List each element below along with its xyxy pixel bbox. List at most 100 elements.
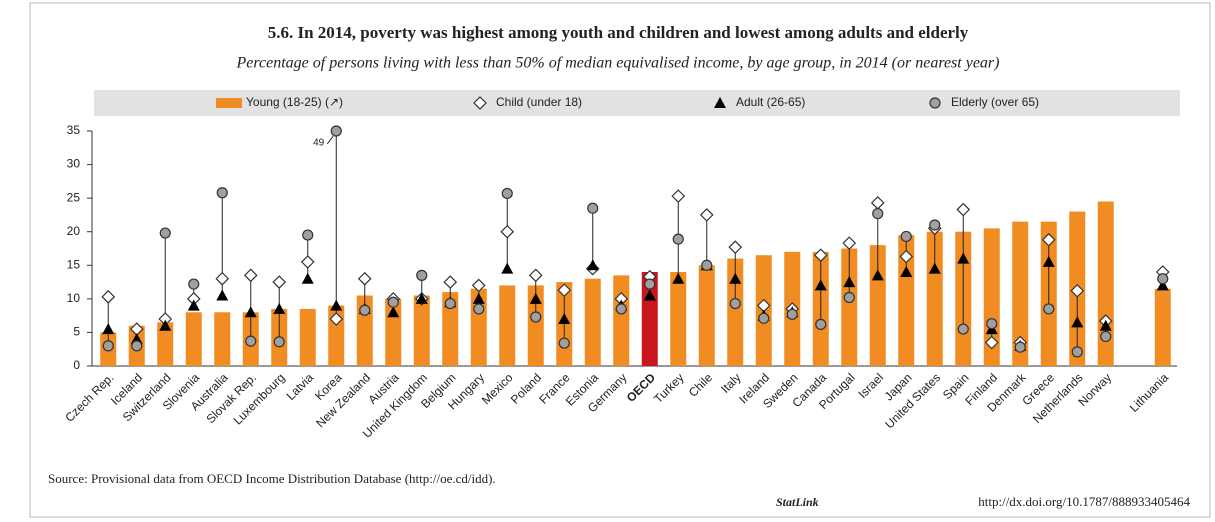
elderly-marker — [644, 278, 656, 290]
elderly-marker — [302, 229, 314, 241]
legend-item: Adult (26-65) — [714, 95, 805, 109]
legend-item: Child (under 18) — [473, 95, 582, 110]
bar — [670, 272, 687, 366]
child-marker — [984, 335, 999, 350]
adult-marker — [187, 299, 200, 311]
adult-marker — [415, 292, 428, 304]
adult-marker — [529, 292, 542, 304]
elderly-marker — [957, 323, 969, 335]
adult-marker — [957, 252, 970, 264]
child-marker — [699, 208, 714, 222]
elderly-marker — [387, 296, 399, 308]
adult-marker — [387, 306, 400, 318]
x-tick-label: Latvia — [284, 370, 317, 403]
frame — [29, 2, 1211, 518]
adult-marker — [1099, 319, 1112, 331]
bar — [641, 272, 658, 366]
adult-marker — [301, 272, 314, 284]
elderly-marker — [986, 318, 998, 330]
y-tick-label: 30 — [67, 157, 81, 171]
bar — [613, 275, 630, 366]
elderly-marker — [872, 207, 884, 220]
child-marker — [1070, 283, 1085, 298]
bar — [1097, 201, 1114, 366]
adult-marker — [1042, 255, 1055, 267]
legend-label: Adult (26-65) — [736, 95, 805, 109]
bar — [527, 285, 544, 366]
bar — [1154, 288, 1171, 366]
elderly-marker — [1157, 273, 1169, 285]
adult-marker — [814, 279, 827, 291]
adult-marker — [501, 262, 514, 274]
legend-swatch — [714, 97, 726, 108]
adult-marker — [273, 302, 286, 314]
child-marker — [272, 275, 287, 289]
bar — [841, 248, 858, 366]
bar — [926, 231, 943, 366]
elderly-marker — [815, 318, 827, 330]
adult-marker — [558, 313, 571, 324]
elderly-marker — [273, 336, 285, 348]
bar — [157, 322, 174, 366]
elderly-marker — [587, 202, 599, 214]
x-tick-label: Israel — [855, 370, 886, 401]
elderly-marker — [1071, 346, 1083, 358]
x-tick-label: Mexico — [479, 370, 516, 407]
elderly-marker — [102, 340, 114, 352]
bar — [299, 308, 316, 366]
elderly-marker — [444, 297, 456, 310]
elderly-marker — [416, 269, 428, 281]
child-marker — [300, 255, 315, 269]
child-marker — [500, 224, 515, 239]
elderly-marker — [216, 187, 228, 199]
adult-marker — [900, 266, 913, 277]
elderly-marker — [786, 308, 798, 320]
elderly-marker — [672, 233, 684, 245]
child-marker — [728, 240, 743, 255]
elderly-marker — [1100, 330, 1112, 343]
y-tick-label: 10 — [67, 291, 81, 305]
x-tick-label: Poland — [508, 370, 544, 406]
child-marker — [528, 268, 543, 283]
bar — [898, 235, 915, 366]
elderly-marker — [330, 125, 342, 137]
legend-label: Child (under 18) — [496, 95, 582, 109]
bar — [727, 258, 744, 366]
adult-marker — [843, 276, 856, 288]
adult-marker — [102, 323, 115, 335]
legend-label: Elderly (over 65) — [951, 95, 1039, 109]
elderly-marker — [188, 278, 200, 290]
bar — [185, 312, 202, 366]
elderly-marker — [729, 297, 741, 310]
bar — [698, 265, 715, 366]
legend-swatch — [473, 96, 487, 110]
child-marker — [671, 189, 686, 203]
elderly-marker — [701, 259, 713, 271]
x-tick-label: Turkey — [651, 370, 687, 406]
child-marker — [243, 268, 258, 283]
child-marker — [899, 249, 914, 264]
child-marker — [443, 275, 458, 289]
child-marker — [329, 312, 344, 326]
elderly-marker — [131, 340, 143, 352]
elderly-marker — [1043, 303, 1055, 315]
elderly-marker — [359, 304, 371, 316]
legend-item: Young (18-25) (↗) — [216, 95, 343, 109]
legend-swatch — [929, 97, 941, 109]
child-marker — [557, 283, 572, 297]
x-tick-label: Chile — [686, 370, 715, 399]
axis-break — [326, 135, 334, 145]
adult-marker — [159, 319, 172, 331]
y-tick-label: 35 — [67, 123, 81, 137]
elderly-marker — [473, 303, 485, 315]
adult-marker — [244, 306, 257, 318]
legend-label: Young (18-25) (↗) — [246, 95, 343, 109]
adult-marker — [1156, 279, 1169, 291]
x-tick-label: OECD — [624, 370, 659, 405]
adult-marker — [216, 289, 229, 301]
legend-swatch — [216, 98, 242, 108]
elderly-marker — [1014, 341, 1026, 353]
child-marker — [870, 195, 885, 210]
adult-marker — [871, 269, 884, 281]
source-note: Source: Provisional data from OECD Incom… — [48, 471, 496, 486]
